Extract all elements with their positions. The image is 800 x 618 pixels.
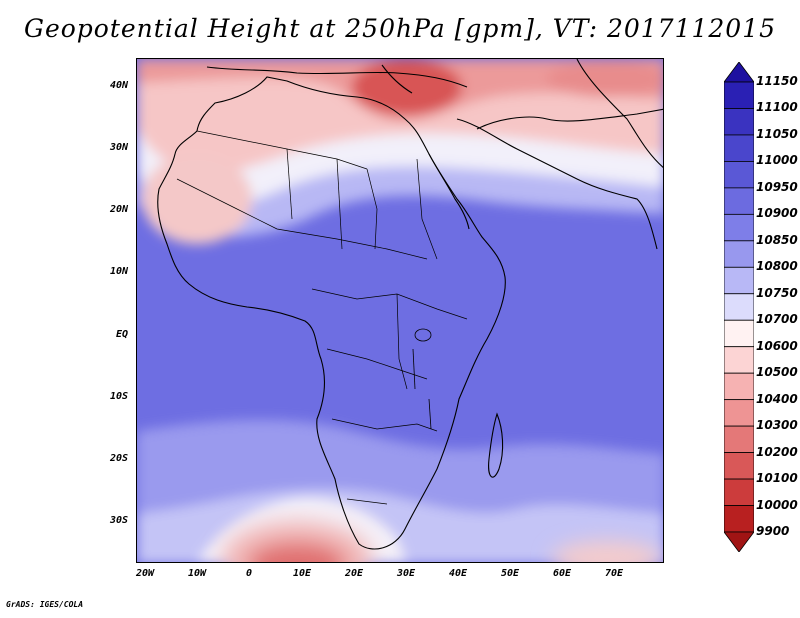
colorbar-segment [724, 134, 754, 162]
colorbar-segment [724, 293, 754, 321]
colorbar-segment [724, 62, 754, 83]
chart-title: Geopotential Height at 250hPa [gpm], VT:… [23, 14, 777, 43]
colorbar-level-label: 10000 [756, 497, 798, 512]
colorbar-segment [724, 478, 754, 506]
border-southern [331, 418, 438, 432]
colorbar-level-label: 10950 [756, 179, 798, 194]
colorbar-level-label: 10100 [756, 471, 798, 486]
lon-tick-label: 30E [396, 568, 416, 579]
colorbar-level-label: 11150 [756, 74, 798, 88]
colorbar-level-label: 11100 [756, 100, 798, 115]
border-sahara-north [196, 130, 368, 170]
map-plot-area [136, 58, 664, 563]
africa-coast [157, 76, 506, 550]
lon-tick-label: 10W [187, 568, 207, 579]
colorbar-segment [724, 213, 754, 242]
border-east-africa [396, 293, 408, 390]
colorbar-segment [724, 372, 754, 401]
colorbar-segment [724, 531, 754, 552]
western-ridge [142, 154, 252, 244]
colorbar-level-label: 10700 [756, 312, 798, 327]
coastlines [157, 59, 663, 550]
lat-tick-label: 20N [109, 204, 128, 215]
lake-malawi [428, 398, 432, 430]
colorbar-segment [724, 346, 754, 374]
colorbar-segment [724, 187, 754, 215]
colorbar-level-label: 10600 [756, 338, 798, 353]
southern-trough-red [247, 542, 347, 562]
border-egypt-sudan [416, 158, 438, 260]
grads-credit: GrADS: IGES/COLA [6, 600, 84, 609]
asia-border [476, 108, 663, 130]
border-algeria-mali [286, 148, 293, 220]
colorbar-segment [724, 161, 754, 189]
lat-tick-label: EQ [115, 329, 128, 340]
colorbar-level-label: 10800 [756, 259, 798, 274]
lon-tick-label: 50E [500, 568, 520, 579]
lon-tick-label: 10E [292, 568, 312, 579]
red-sea-coast [428, 153, 470, 230]
colorbar-segment [724, 452, 754, 480]
geopotential-map [137, 59, 663, 562]
lon-tick-label: 20W [135, 568, 155, 579]
border-libya-niger [336, 158, 343, 250]
colorbar-segment [724, 505, 754, 533]
colorbar-segment [724, 425, 754, 453]
colorbar-level-label: 10900 [756, 206, 798, 221]
northern-low-core [352, 59, 462, 115]
italy-greece [381, 64, 413, 94]
lakes [412, 328, 432, 430]
india-coast [576, 59, 663, 168]
colorbar-level-label: 10750 [756, 285, 798, 300]
lon-tick-label: 70E [604, 568, 624, 579]
lat-tick-label: 40N [109, 80, 128, 91]
colorbar [724, 62, 754, 552]
colorbar-level-label: 11000 [756, 153, 798, 168]
mediterranean-north [206, 66, 468, 88]
colorbar-level-label: 9900 [756, 524, 790, 538]
border-sahel [176, 178, 428, 260]
border-chad [366, 168, 378, 250]
lat-tick-label: 30S [109, 515, 128, 526]
colorbar-segment [724, 399, 754, 427]
lake-tanganyika [412, 348, 416, 390]
colorbar-level-label: 10300 [756, 418, 798, 433]
lake-victoria [414, 328, 432, 342]
country-borders [176, 130, 468, 505]
arabia-coast [456, 118, 658, 250]
lon-tick-label: 60E [552, 568, 572, 579]
colorbar-level-label: 11050 [756, 126, 798, 141]
lat-tick-label: 10S [109, 391, 128, 402]
border-congo-south [326, 348, 428, 380]
southern-east-trough [552, 541, 662, 562]
colorbar-level-label: 10200 [756, 444, 798, 459]
lat-tick-label: 10N [109, 266, 128, 277]
lon-tick-label: 40E [448, 568, 468, 579]
colorbar-segment [724, 319, 754, 348]
colorbar-level-label: 10400 [756, 391, 798, 406]
colorbar-segment [724, 266, 754, 295]
colorbar-segment [724, 240, 754, 268]
madagascar [488, 412, 504, 478]
lon-tick-label: 0 [245, 568, 253, 579]
lat-tick-label: 20S [109, 453, 128, 464]
colorbar-segment [724, 81, 754, 109]
border-south-africa [346, 498, 388, 505]
colorbar-level-label: 10500 [756, 365, 798, 380]
lon-tick-label: 20E [344, 568, 364, 579]
colorbar-level-label: 10850 [756, 232, 798, 247]
colorbar-segment [724, 108, 754, 136]
lat-tick-label: 30N [109, 142, 128, 153]
northern-east-low [547, 61, 663, 97]
